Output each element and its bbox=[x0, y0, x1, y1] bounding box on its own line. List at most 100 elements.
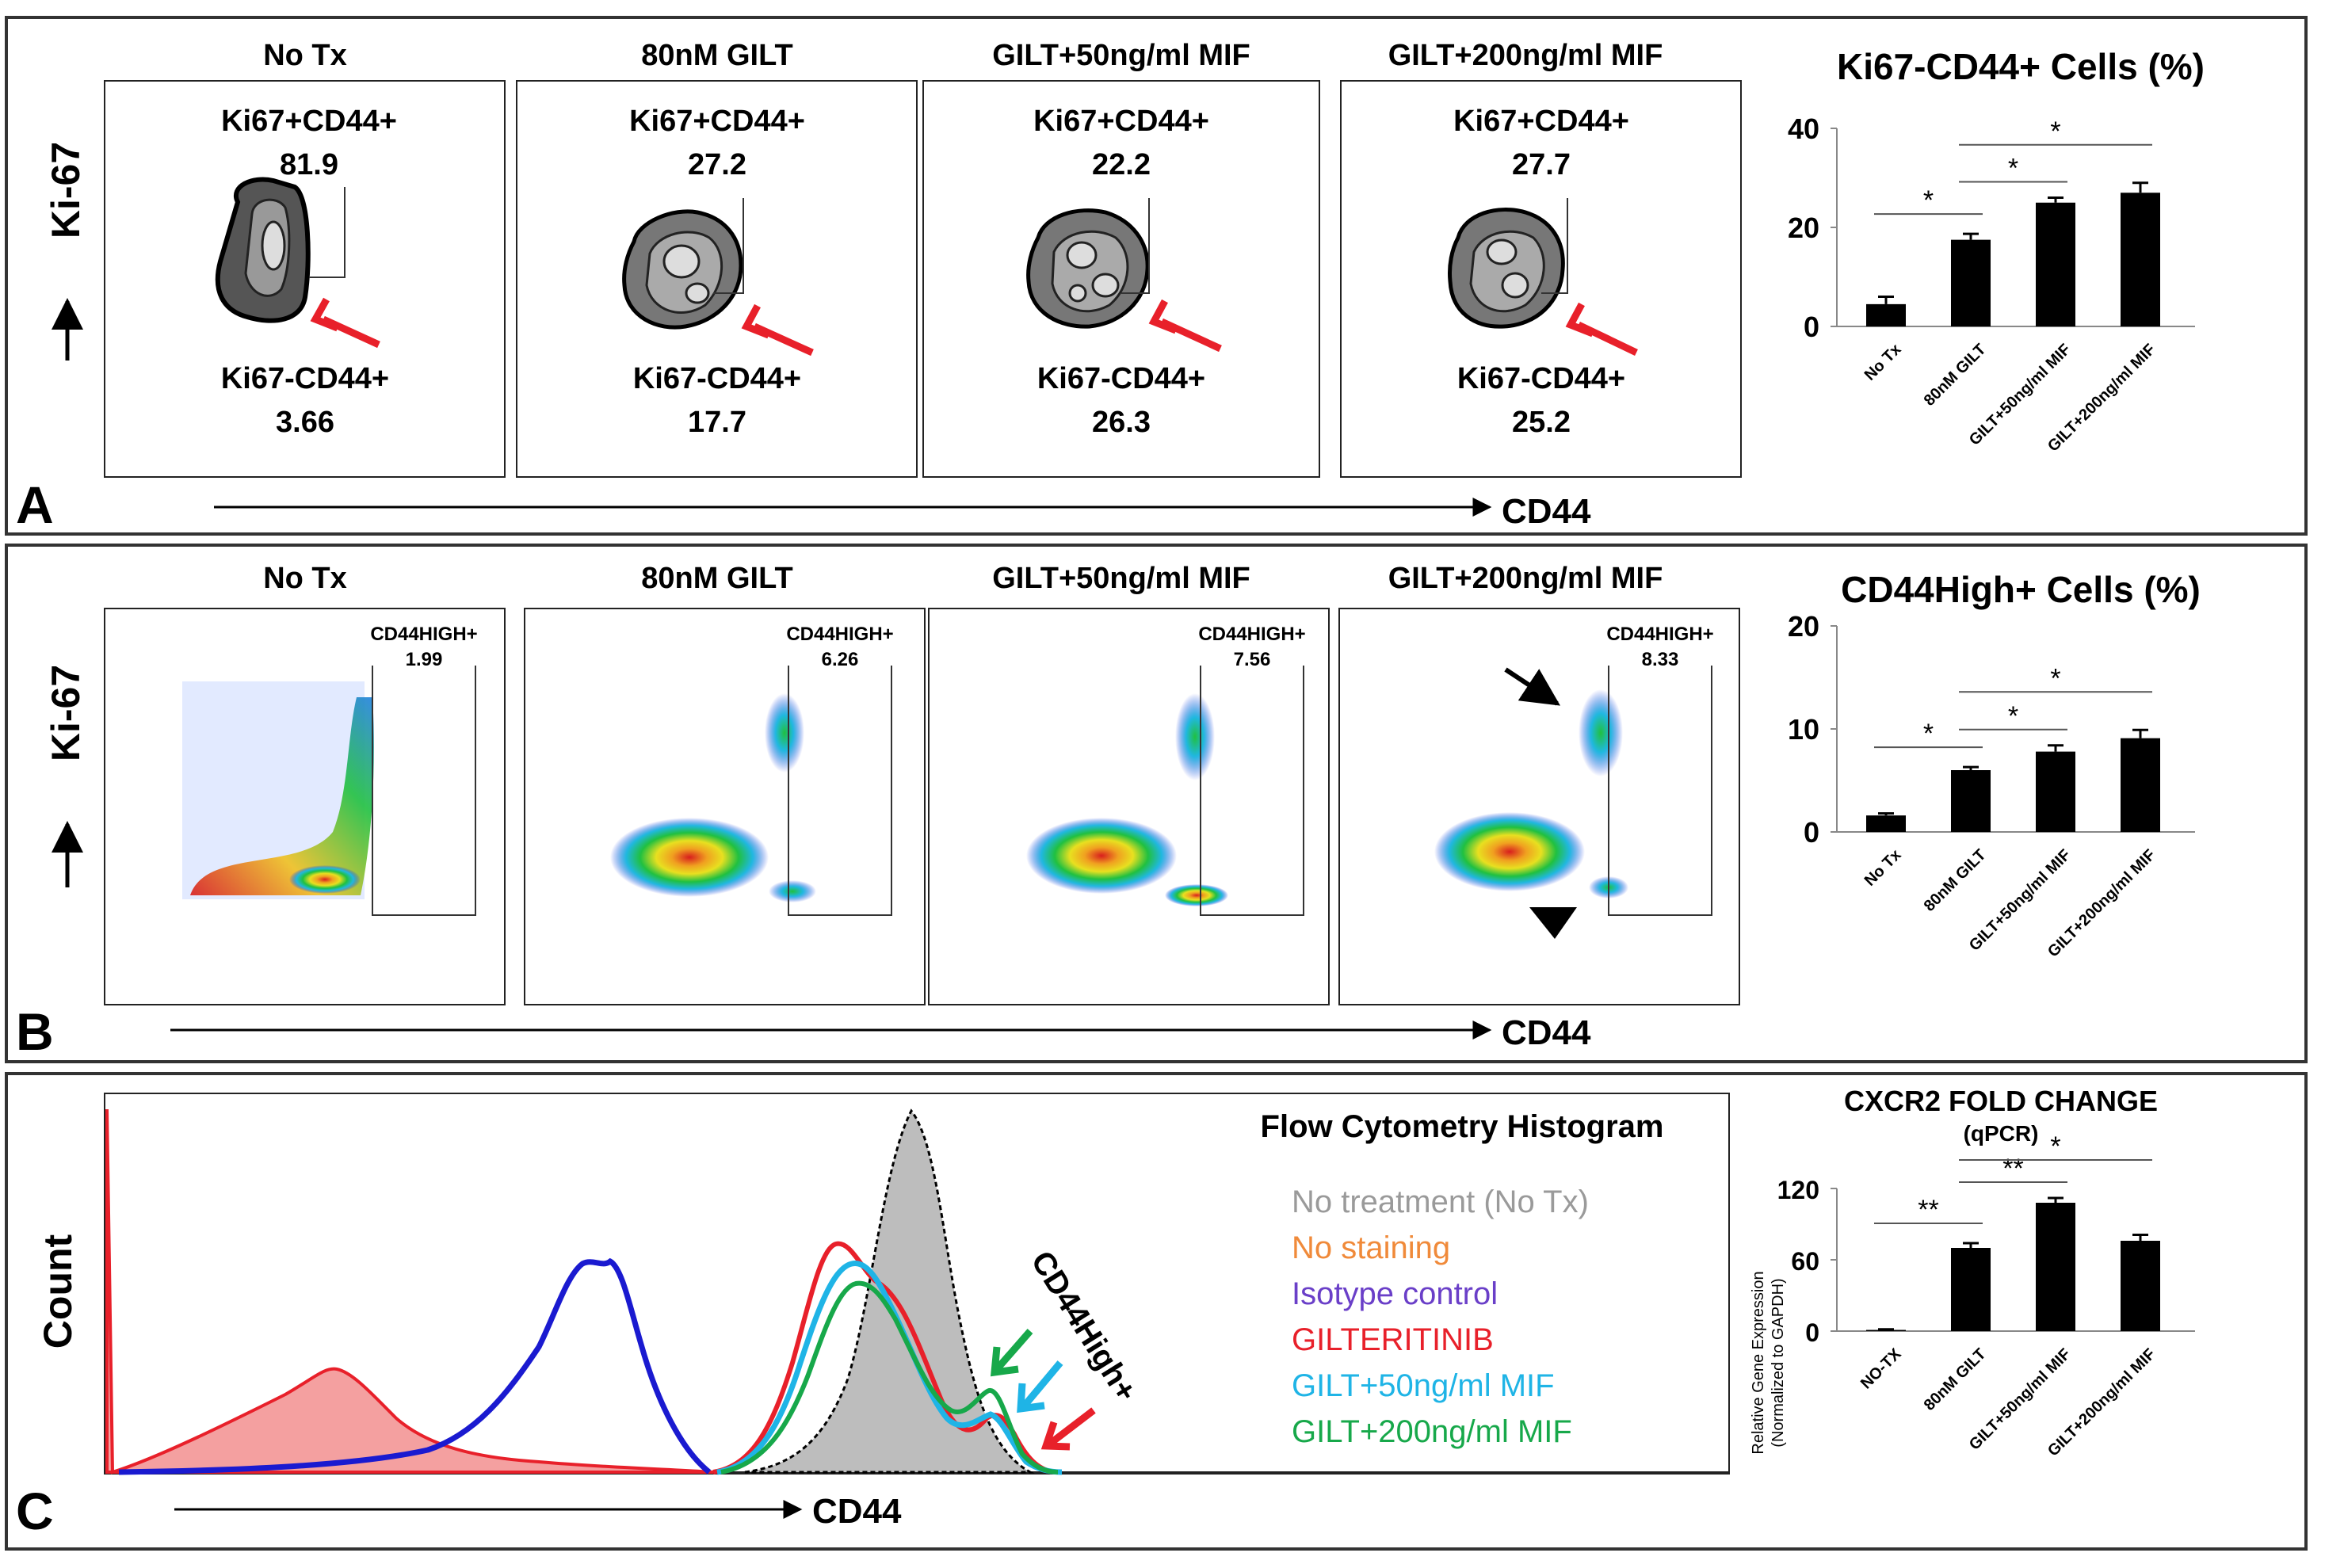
panel-a-plot-4-core-2 bbox=[1501, 272, 1529, 299]
legend-gilteritinib: GILTERITINIB bbox=[1292, 1322, 1494, 1357]
panel-a-cd44-label: CD44 bbox=[1502, 492, 1591, 531]
histogram-green-arrow bbox=[990, 1329, 1033, 1377]
panel-a: A Ki-67 CD44 No Tx Ki67+CD44+ 81.9 Ki67-… bbox=[16, 39, 2205, 534]
panel-b-plot-2-gate-label: CD44HIGH+ bbox=[786, 624, 893, 645]
chart-c-subtitle: (qPCR) bbox=[1964, 1121, 2039, 1146]
chart-a-sig-label-2: * bbox=[2050, 116, 2060, 147]
panel-b-ki67-label: Ki-67 bbox=[44, 665, 88, 761]
panel-a-plot-2-gate bbox=[713, 198, 744, 294]
panel-b-plot-3-gate-label: CD44HIGH+ bbox=[1198, 624, 1305, 645]
panel-a-plot-3-gate bbox=[1121, 198, 1150, 294]
chart-a-bar-3 bbox=[2121, 193, 2160, 326]
panel-a-plot-3-title: GILT+50ng/ml MIF bbox=[992, 39, 1250, 72]
panel-b-letter: B bbox=[16, 1002, 54, 1061]
panel-b-plot-1-gate bbox=[372, 666, 476, 916]
panel-c: C Count CD44 CD44High+ Flow bbox=[16, 1085, 2158, 1540]
panel-b-plot-4-title: GILT+200ng/ml MIF bbox=[1388, 562, 1663, 595]
panel-a-plot-1-title: No Tx bbox=[263, 39, 347, 72]
panel-a-plot-3: GILT+50ng/ml MIF Ki67+CD44+ 22.2 Ki67-CD… bbox=[922, 39, 1320, 478]
chart-c-bar-1 bbox=[1951, 1248, 1991, 1331]
panel-b-plot-3-gate-value: 7.56 bbox=[1234, 649, 1271, 670]
panel-b-plot-4: GILT+200ng/ml MIF CD44HIGH+ 8.33 bbox=[1338, 562, 1740, 1005]
panel-b-plot-2-frame bbox=[524, 608, 926, 1005]
legend-gilt-50-mif: GILT+50ng/ml MIF bbox=[1292, 1368, 1555, 1403]
panel-b-plot-2-title: 80nM GILT bbox=[641, 562, 792, 595]
panel-c-cd44-label: CD44 bbox=[812, 1492, 902, 1531]
panel-a-ki67-label: Ki-67 bbox=[44, 142, 88, 238]
panel-b-plot-2: 80nM GILT CD44HIGH+ 6.26 bbox=[524, 562, 926, 1005]
panel-a-plot-2-title: 80nM GILT bbox=[641, 39, 792, 72]
panel-a-plot-1-lower-value: 3.66 bbox=[276, 406, 334, 439]
panel-a-plot-2-upper-value: 27.2 bbox=[688, 148, 746, 181]
chart-b-title: CD44High+ Cells (%) bbox=[1841, 569, 2201, 610]
panel-b-plot-1-hotspot bbox=[289, 865, 361, 894]
panel-b: B Ki-67 CD44 No Tx CD44HIGH+ 1.99 80nM G… bbox=[16, 562, 2201, 1061]
chart-a-sig-label-0: * bbox=[1923, 185, 1934, 216]
panel-a-plot-3-core-2 bbox=[1091, 273, 1120, 298]
panel-b-plot-2-main-population bbox=[610, 818, 769, 897]
panel-b-plot-3-low-population bbox=[1165, 884, 1228, 906]
panel-a-plot-1-gate bbox=[309, 187, 346, 278]
panel-b-plot-2-high-population bbox=[765, 693, 804, 773]
legend-no-staining: No staining bbox=[1292, 1230, 1450, 1265]
panel-b-plot-1-title: No Tx bbox=[263, 562, 347, 595]
chart-a-ytick-label-2: 40 bbox=[1788, 113, 1819, 145]
panel-b-plot-4-black-arrow bbox=[1504, 667, 1561, 706]
chart-c-sig-label-0: ** bbox=[1918, 1195, 1938, 1225]
panel-a-plot-4-core-1 bbox=[1486, 238, 1518, 265]
panel-b-plot-4-gate bbox=[1608, 666, 1712, 916]
panel-a-plot-1-upper-gate: Ki67+CD44+ bbox=[221, 105, 397, 138]
panel-b-plot-3-main-population bbox=[1026, 818, 1177, 894]
panel-a-plot-2: 80nM GILT Ki67+CD44+ 27.2 Ki67-CD44+ 17.… bbox=[516, 39, 918, 478]
chart-b-bar-3 bbox=[2121, 738, 2160, 832]
chart-c-bar-2 bbox=[2036, 1203, 2075, 1331]
chart-a-category-label-0: No Tx bbox=[1861, 341, 1905, 384]
chart-b-sig-label-1: * bbox=[2008, 701, 2018, 731]
panel-a-frame bbox=[5, 16, 2308, 536]
chart-a-ytick-label-0: 0 bbox=[1804, 311, 1819, 343]
chart-a: Ki67-CD44+ Cells (%) bbox=[1837, 46, 2205, 87]
chart-b-sig-label-2: * bbox=[2050, 663, 2060, 693]
histogram-blue-arrow bbox=[1017, 1360, 1063, 1413]
chart-b-ytick-label-0: 0 bbox=[1804, 816, 1819, 849]
chart-a-bar-1 bbox=[1951, 239, 1991, 326]
chart-a-category-label-1: 80nM GILT bbox=[1921, 341, 1990, 410]
panel-b-plot-4-frame bbox=[1338, 608, 1740, 1005]
panel-a-plot-3-upper-value: 22.2 bbox=[1092, 148, 1151, 181]
chart-c-category-label-0: NO-TX bbox=[1857, 1345, 1905, 1393]
panel-a-plot-3-lower-gate: Ki67-CD44+ bbox=[1037, 362, 1205, 395]
panel-a-plot-4-red-arrow bbox=[1565, 302, 1638, 357]
panel-c-count-label: Count bbox=[36, 1234, 80, 1349]
histogram-isotype-curve bbox=[118, 1257, 712, 1475]
histogram-gilteritinib-curve bbox=[712, 1241, 1055, 1475]
chart-a-title: Ki67-CD44+ Cells (%) bbox=[1837, 46, 2205, 87]
panel-b-plot-2-gate bbox=[788, 666, 892, 916]
legend-isotype: Isotype control bbox=[1292, 1276, 1498, 1311]
panel-b-plot-4-gate-label: CD44HIGH+ bbox=[1606, 624, 1713, 645]
chart-c-ytick-label-2: 120 bbox=[1777, 1176, 1819, 1204]
panel-a-plot-1-lower-gate: Ki67-CD44+ bbox=[221, 362, 389, 395]
legend-no-tx: No treatment (No Tx) bbox=[1292, 1185, 1589, 1219]
chart-b-bar-1 bbox=[1951, 770, 1991, 832]
panel-b-plot-1-frame bbox=[104, 608, 506, 1005]
panel-a-plot-3-core-1 bbox=[1066, 241, 1098, 269]
panel-b-plot-3-high-population bbox=[1175, 693, 1215, 780]
chart-b: CD44High+ Cells (%) bbox=[1841, 569, 2201, 610]
panel-a-plot-3-red-arrow bbox=[1148, 299, 1222, 353]
chart-b-category-label-1: 80nM GILT bbox=[1921, 846, 1990, 915]
chart-c-sig-label-2: * bbox=[2050, 1131, 2060, 1162]
panel-a-plot-1-upper-value: 81.9 bbox=[280, 148, 338, 181]
panel-b-plot-3: GILT+50ng/ml MIF CD44HIGH+ 7.56 bbox=[928, 562, 1330, 1005]
panel-a-plot-2-core-1 bbox=[662, 244, 701, 279]
chart-c-ytick-label-1: 60 bbox=[1791, 1247, 1819, 1276]
panel-a-plot-4-upper-value: 27.7 bbox=[1512, 148, 1571, 181]
chart-a-sig-label-1: * bbox=[2008, 154, 2018, 184]
panel-a-plot-4: GILT+200ng/ml MIF Ki67+CD44+ 27.7 Ki67-C… bbox=[1340, 39, 1742, 478]
chart-b-ytick-label-2: 20 bbox=[1788, 610, 1819, 643]
panel-b-cd44-label: CD44 bbox=[1502, 1013, 1591, 1052]
panel-a-plot-3-upper-gate: Ki67+CD44+ bbox=[1033, 105, 1209, 138]
panel-c-letter: C bbox=[16, 1482, 54, 1540]
panel-b-plot-1-gate-label: CD44HIGH+ bbox=[370, 624, 477, 645]
